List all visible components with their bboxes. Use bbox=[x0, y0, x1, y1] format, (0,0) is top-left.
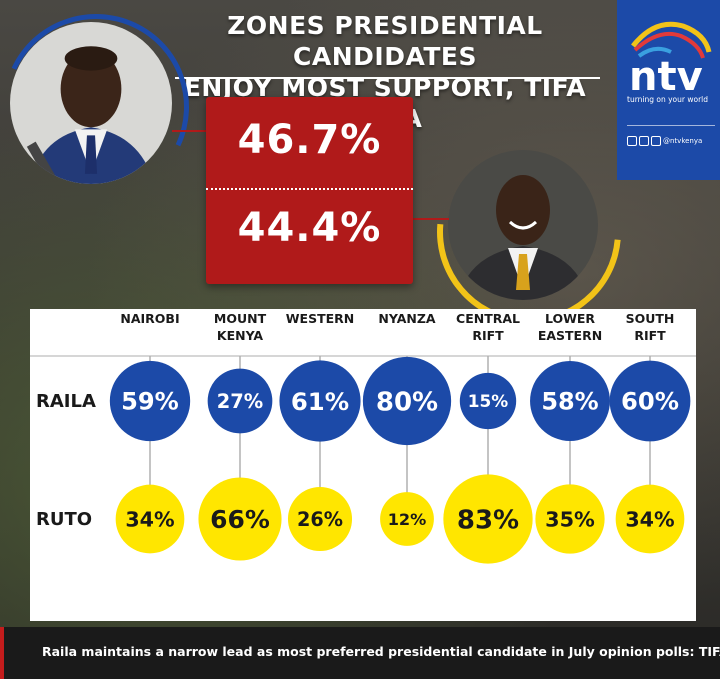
ruto-bubble bbox=[115, 484, 185, 554]
raila-bubble bbox=[362, 356, 452, 446]
caption-bar: Raila maintains a narrow lead as most pr… bbox=[0, 627, 720, 679]
ruto-bubble bbox=[443, 474, 533, 564]
zone-header-nairobi: NAIROBI bbox=[120, 311, 179, 326]
raila-value-label: 27% bbox=[217, 390, 263, 413]
zone-header-lower-eastern: EASTERN bbox=[538, 328, 602, 343]
zone-header-lower-eastern: LOWER bbox=[545, 311, 595, 326]
raila-portrait bbox=[10, 22, 172, 184]
zone-chart-panel: NAIROBI MOUNT KENYA WESTERN NYANZA CENTRAL RIF… bbox=[30, 309, 696, 621]
ruto-value-label: 26% bbox=[297, 508, 343, 531]
ruto-bubble bbox=[535, 484, 605, 554]
caption-accent bbox=[0, 627, 4, 679]
caption-text: Raila maintains a narrow lead as most pr… bbox=[42, 644, 720, 659]
zone-header-nyanza: NYANZA bbox=[378, 311, 436, 326]
ruto-connector-line bbox=[413, 218, 449, 220]
raila-value-label: 15% bbox=[468, 391, 509, 411]
zone-header-central-rift: CENTRAL bbox=[456, 311, 520, 326]
ntv-brand-panel: ntv turning on your world @ntvkenya bbox=[617, 0, 720, 180]
ruto-bubble bbox=[615, 484, 685, 554]
zone-chart: NAIROBI MOUNT KENYA WESTERN NYANZA CENTRAL RIF… bbox=[30, 311, 696, 564]
ruto-bubble bbox=[198, 477, 282, 561]
zone-header-mount-kenya: MOUNT bbox=[214, 311, 267, 326]
raila-bubble bbox=[609, 360, 691, 442]
ruto-portrait bbox=[448, 150, 598, 300]
raila-value-label: 59% bbox=[121, 388, 179, 416]
raila-bubble bbox=[530, 361, 610, 441]
ruto-value-label: 34% bbox=[125, 507, 174, 531]
facebook-icon bbox=[627, 136, 637, 146]
ruto-value-label: 34% bbox=[625, 507, 674, 531]
raila-connector-line bbox=[172, 130, 206, 132]
ruto-value-label: 35% bbox=[545, 507, 595, 531]
raila-value-label: 61% bbox=[291, 387, 349, 416]
zone-header-mount-kenya: KENYA bbox=[217, 328, 264, 343]
title-line-1: ZONES PRESIDENTIAL CANDIDATES bbox=[227, 11, 543, 71]
ruto-overall-pct: 44.4% bbox=[237, 205, 382, 251]
ruto-value-label: 83% bbox=[457, 505, 519, 535]
raila-value-label: 60% bbox=[621, 388, 679, 416]
zone-header-south-rift: RIFT bbox=[634, 328, 666, 343]
title-underline bbox=[175, 77, 600, 79]
raila-bubble bbox=[207, 368, 273, 434]
social-row: @ntvkenya bbox=[627, 136, 702, 146]
zone-header-western: WESTERN bbox=[286, 311, 354, 326]
social-handle: @ntvkenya bbox=[663, 137, 703, 145]
overall-results-box: 46.7% 44.4% bbox=[206, 97, 413, 284]
instagram-icon bbox=[651, 136, 661, 146]
ruto-bubble bbox=[287, 486, 353, 552]
raila-overall-pct: 46.7% bbox=[237, 117, 382, 163]
ntv-logo-icon: ntv bbox=[629, 21, 712, 94]
results-divider bbox=[206, 188, 413, 190]
ruto-value-label: 12% bbox=[388, 510, 427, 529]
raila-bubble bbox=[279, 360, 361, 442]
ruto-value-label: 66% bbox=[210, 505, 270, 534]
raila-value-label: 80% bbox=[376, 387, 438, 417]
raila-value-label: 58% bbox=[541, 388, 598, 416]
brand-tagline: turning on your world bbox=[627, 95, 709, 104]
zone-header-central-rift: RIFT bbox=[472, 328, 504, 343]
twitter-icon bbox=[639, 136, 649, 146]
series-label-raila: RAILA bbox=[36, 391, 96, 412]
ruto-bubble bbox=[380, 492, 434, 546]
ruto-portrait-icon bbox=[448, 150, 598, 300]
brand-divider bbox=[627, 125, 715, 126]
raila-bubble bbox=[459, 372, 517, 430]
ntv-logo-text: ntv bbox=[629, 54, 703, 94]
zone-header-south-rift: SOUTH bbox=[626, 311, 675, 326]
raila-bubble bbox=[109, 360, 191, 442]
raila-portrait-icon bbox=[10, 22, 172, 184]
series-label-ruto: RUTO bbox=[36, 509, 92, 530]
